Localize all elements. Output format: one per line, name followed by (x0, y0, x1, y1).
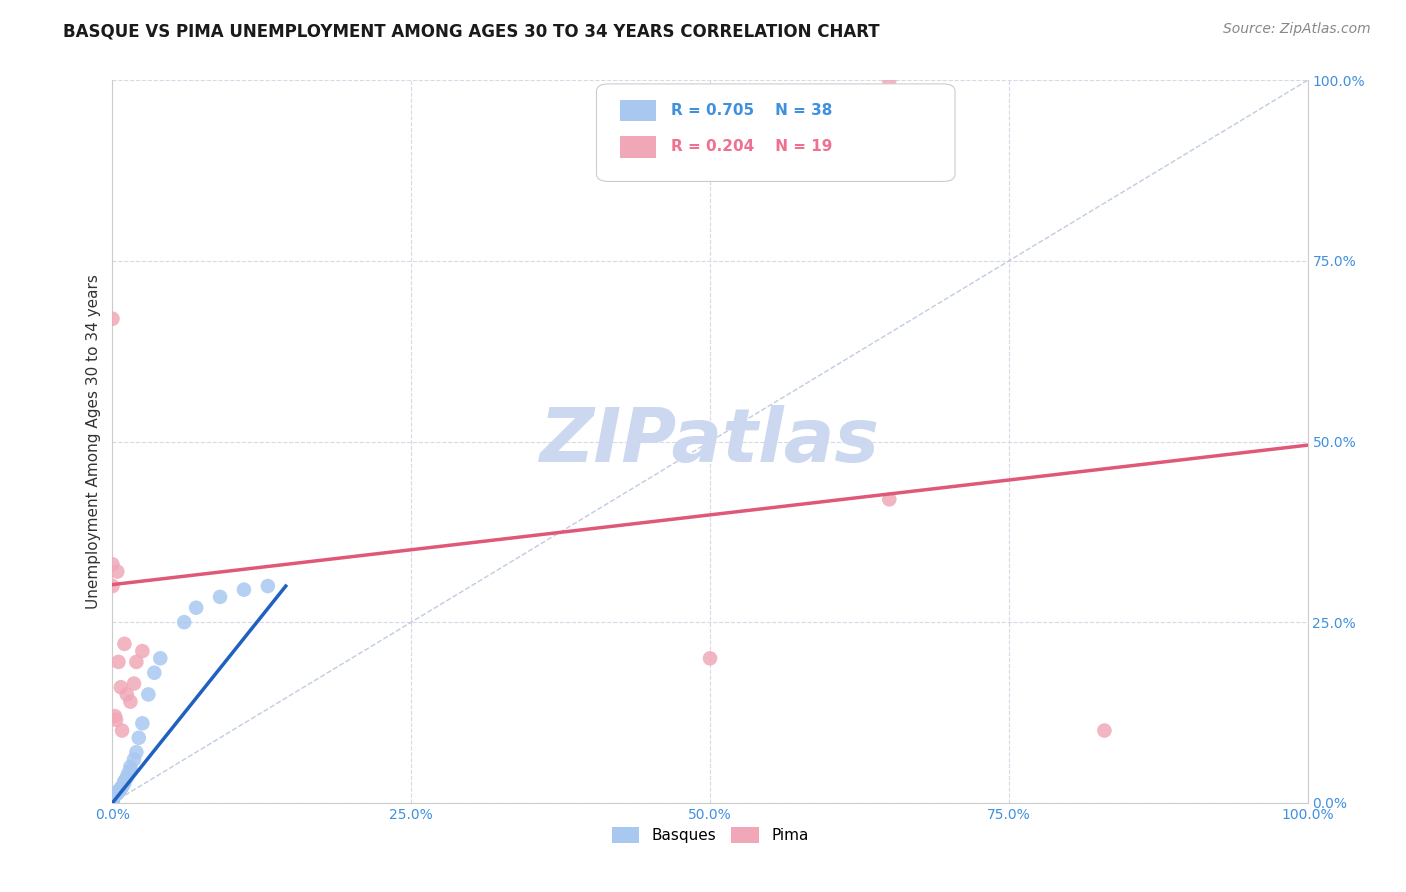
Point (101, 791, 124, 805)
Point (233, 582, 256, 597)
Point (125, 655, 148, 669)
Point (105, 786, 128, 800)
Point (105, 713, 128, 727)
Point (108, 782, 131, 797)
Point (101, 796, 124, 810)
Point (879, 492, 901, 507)
Point (143, 665, 166, 680)
Point (111, 780, 134, 794)
Point (101, 796, 124, 810)
Bar (620, 100, 657, 121)
Point (125, 745, 148, 759)
Point (105, 787, 128, 801)
Point (117, 767, 139, 781)
Point (107, 784, 129, 798)
Point (257, 579, 280, 593)
Point (101, 311, 124, 326)
Point (110, 680, 132, 694)
Point (104, 789, 127, 803)
Point (120, 760, 142, 774)
Point (186, 600, 208, 615)
Point (115, 687, 138, 701)
Bar (620, 136, 657, 158)
Point (104, 709, 127, 723)
Point (110, 781, 132, 796)
Point (105, 565, 128, 579)
Text: ZIPatlas: ZIPatlas (540, 405, 880, 478)
Text: BASQUE VS PIMA UNEMPLOYMENT AMONG AGES 30 TO 34 YEARS CORRELATION CHART: BASQUE VS PIMA UNEMPLOYMENT AMONG AGES 3… (63, 22, 880, 40)
Text: R = 0.204    N = 19: R = 0.204 N = 19 (671, 139, 832, 154)
Point (122, 752, 145, 766)
Point (114, 774, 135, 789)
Point (131, 716, 153, 731)
Point (101, 793, 124, 807)
Point (101, 579, 124, 593)
Y-axis label: Unemployment Among Ages 30 to 34 years: Unemployment Among Ages 30 to 34 years (86, 274, 101, 609)
FancyBboxPatch shape (596, 84, 955, 181)
Point (112, 778, 135, 792)
Point (114, 637, 135, 651)
Point (128, 731, 150, 745)
Point (111, 723, 134, 738)
Point (138, 687, 160, 701)
Text: Source: ZipAtlas.com: Source: ZipAtlas.com (1223, 22, 1371, 37)
Point (131, 644, 153, 658)
Point (879, 73, 901, 87)
Point (120, 695, 142, 709)
Point (173, 615, 195, 630)
Legend: Basques, Pima: Basques, Pima (606, 822, 814, 849)
Point (101, 790, 124, 805)
Point (115, 771, 138, 785)
Point (1094, 723, 1116, 738)
Point (120, 764, 142, 778)
Point (101, 794, 124, 808)
Point (101, 796, 124, 810)
Point (699, 651, 721, 665)
Point (107, 785, 129, 799)
Point (101, 792, 124, 806)
Point (122, 676, 145, 690)
Point (114, 775, 135, 789)
Point (101, 790, 124, 805)
Point (101, 558, 124, 572)
Point (107, 655, 129, 669)
Point (101, 794, 124, 808)
Point (209, 590, 232, 604)
Point (149, 651, 172, 665)
Text: R = 0.705    N = 38: R = 0.705 N = 38 (671, 103, 832, 118)
Point (104, 789, 127, 803)
